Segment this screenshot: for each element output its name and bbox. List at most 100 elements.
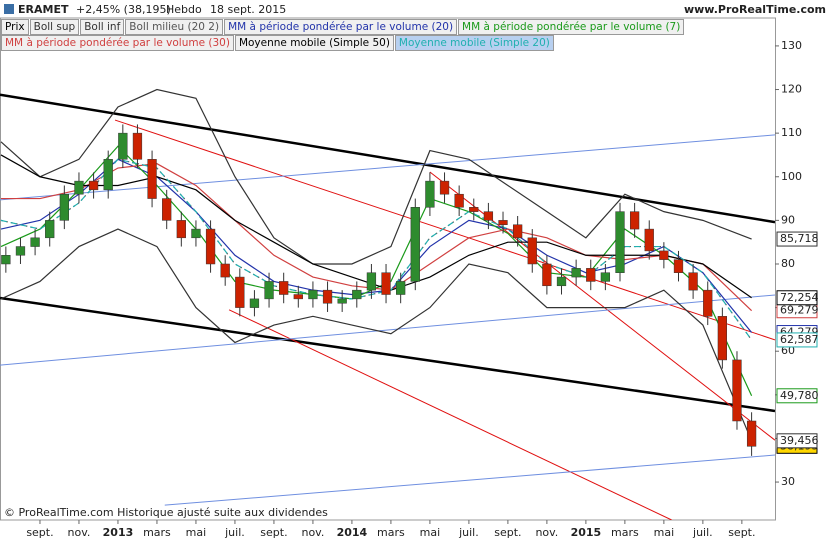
candle-body: [732, 359, 742, 422]
legend-button[interactable]: Moyenne mobile (Simple 50): [234, 35, 394, 51]
candle-body: [688, 272, 698, 291]
candle-body: [542, 263, 552, 287]
trendline: [0, 296, 775, 413]
candle-body: [673, 259, 684, 273]
candle-body: [439, 180, 450, 195]
y-tick-label: 100: [781, 170, 802, 183]
legend-button[interactable]: MM à période pondérée par le volume (7): [458, 19, 685, 35]
candle-body: [746, 420, 757, 447]
candle-body: [498, 220, 508, 225]
plot-area: [0, 88, 775, 520]
candle-body: [513, 224, 523, 239]
x-tick-label: nov.: [301, 526, 324, 539]
candle-body: [220, 263, 230, 278]
candle-body: [586, 268, 596, 282]
value-label: 39,456: [780, 434, 819, 447]
candle-body: [615, 211, 625, 273]
candle-body: [600, 272, 611, 282]
trendline: [0, 134, 775, 201]
candle-body: [103, 159, 113, 191]
candle-body: [410, 207, 420, 282]
x-tick-label: juil.: [458, 526, 479, 539]
value-label: 69,279: [780, 304, 819, 317]
candle-body: [337, 298, 347, 304]
x-tick-label: mai: [654, 526, 675, 539]
symbol-icon: [4, 4, 14, 14]
candle-body: [469, 207, 479, 212]
x-tick-label: juil.: [692, 526, 713, 539]
legend-button[interactable]: Boll milieu (20 2): [125, 19, 224, 35]
legend-row: Prix Boll sup Boll inf Boll milieu (20 2) MM…: [1, 19, 685, 35]
y-tick-label: 90: [781, 213, 795, 226]
legend-button[interactable]: MM à période pondérée par le volume (20): [224, 19, 458, 35]
value-label: 62,587: [780, 333, 819, 346]
candle-body: [147, 159, 157, 199]
value-label-box: [776, 290, 818, 306]
candle-body: [703, 289, 713, 317]
candle-body: [717, 316, 727, 361]
candle-body: [483, 211, 494, 221]
candle-body: [556, 276, 567, 287]
value-label: 85,718: [780, 232, 819, 245]
period: Hebdo: [166, 3, 202, 16]
candle-body: [1, 255, 11, 265]
candle-body: [352, 289, 362, 300]
candle-body: [381, 272, 391, 295]
legend-button[interactable]: Prix: [1, 19, 29, 35]
candle-body: [527, 237, 537, 265]
symbol: ERAMET: [18, 3, 69, 16]
y-tick-label: 30: [781, 475, 795, 488]
x-tick-label: sept.: [728, 526, 755, 539]
candle-body: [425, 180, 435, 208]
y-tick-label: 110: [781, 126, 802, 139]
value-label: 72,254: [780, 291, 819, 304]
candle-body: [118, 132, 128, 160]
x-tick-label: mars: [377, 526, 405, 539]
candle-body: [571, 268, 581, 278]
date: 18 sept. 2015: [210, 3, 286, 16]
candle-body: [45, 220, 55, 239]
x-tick-label: 2015: [571, 526, 602, 539]
plot-frame: [0, 17, 776, 521]
trendline: [0, 93, 775, 224]
legend-row: MM à période pondérée par le volume (30)…: [1, 35, 601, 51]
candle-body: [132, 132, 143, 160]
value-label: 49,780: [780, 389, 819, 402]
footnote: © ProRealTime.com Historique ajusté suit…: [4, 506, 328, 519]
candle-body: [59, 193, 69, 221]
candle-body: [235, 276, 245, 308]
candle-body: [191, 228, 201, 239]
candle-body: [264, 281, 274, 300]
trendline: [164, 454, 775, 506]
legend-button[interactable]: Moyenne mobile (Simple 20): [394, 35, 554, 51]
x-tick-label: juil.: [224, 526, 245, 539]
x-tick-label: mai: [186, 526, 207, 539]
candle-body: [162, 198, 172, 221]
x-tick-label: mars: [143, 526, 171, 539]
x-tick-label: nov.: [535, 526, 558, 539]
x-tick-label: mars: [611, 526, 639, 539]
candle-body: [629, 211, 640, 230]
candle-body: [366, 272, 377, 291]
candle-body: [293, 294, 303, 300]
candle-body: [88, 180, 99, 191]
x-tick-label: sept.: [26, 526, 53, 539]
value-label-box: [776, 231, 818, 247]
legend-button[interactable]: MM à période pondérée par le volume (30): [1, 35, 234, 51]
candle-body: [322, 289, 333, 304]
y-tick-label: 120: [781, 83, 802, 96]
site: www.ProRealTime.com: [684, 3, 826, 16]
legend-button[interactable]: Boll sup: [29, 19, 80, 35]
x-tick-label: sept.: [260, 526, 287, 539]
legend-button[interactable]: Boll inf: [80, 19, 125, 35]
candle-body: [15, 246, 26, 256]
y-tick-label: 80: [781, 257, 795, 270]
candle-body: [396, 281, 406, 295]
legend: Prix Boll sup Boll inf Boll milieu (20 2) MM…: [1, 19, 685, 51]
candle-body: [176, 220, 186, 239]
x-tick-label: 2013: [103, 526, 134, 539]
x-tick-label: nov.: [68, 526, 91, 539]
candle-body: [454, 193, 464, 208]
